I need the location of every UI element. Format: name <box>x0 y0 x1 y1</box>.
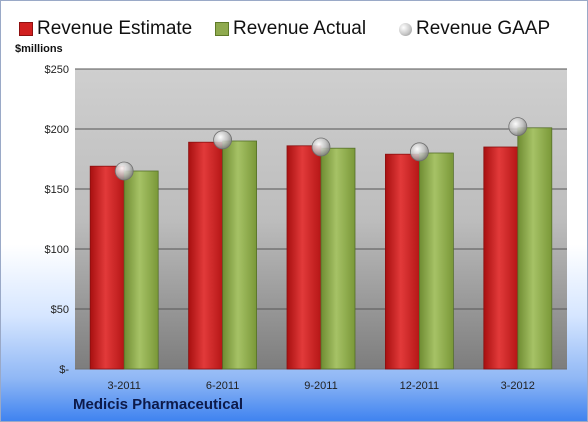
bar-revenue-actual-9-2011 <box>320 147 356 370</box>
y-axis-unit: $millions <box>15 43 63 55</box>
x-tick-label-3-2011: 3-2011 <box>107 380 140 392</box>
y-tick-label-200: $200 <box>45 124 69 136</box>
y-tick-label-250: $250 <box>45 64 69 76</box>
marker-revenue-gaap-6-2011 <box>213 130 233 150</box>
legend: Revenue Estimate Revenue Actual Revenue … <box>1 15 587 43</box>
legend-label-revenue-actual: Revenue Actual <box>233 18 367 39</box>
bar-revenue-estimate-3-2012 <box>483 146 519 370</box>
y-tick-label-0: $- <box>59 364 69 376</box>
chart-plot: $- $50 $100 $150 $200 $250 3-2011 6-2011 9-2011… <box>45 64 567 392</box>
legend-item-revenue-estimate: Revenue Estimate <box>19 15 192 43</box>
bar-revenue-actual-6-2011 <box>222 140 258 370</box>
legend-item-revenue-actual: Revenue Actual <box>215 15 366 43</box>
bar-revenue-actual-3-2012 <box>517 127 553 370</box>
marker-revenue-gaap-3-2011 <box>114 161 134 181</box>
legend-swatch-revenue-actual <box>215 22 229 36</box>
y-tick-label-150: $150 <box>45 184 69 196</box>
x-tick-label-12-2011: 12-2011 <box>400 380 440 392</box>
x-tick-label-3-2012: 3-2012 <box>501 380 535 392</box>
company-name: Medicis Pharmaceutical <box>73 396 244 413</box>
legend-swatch-revenue-estimate <box>19 22 33 36</box>
legend-marker-revenue-gaap <box>399 22 412 36</box>
bar-revenue-estimate-6-2011 <box>188 141 224 370</box>
bar-revenue-actual-3-2011 <box>123 170 159 370</box>
bar-revenue-estimate-9-2011 <box>286 145 322 370</box>
legend-label-revenue-estimate: Revenue Estimate <box>37 18 193 39</box>
y-tick-label-100: $100 <box>45 244 69 256</box>
x-tick-label-6-2011: 6-2011 <box>206 380 239 392</box>
bar-revenue-estimate-12-2011 <box>384 153 420 370</box>
legend-item-revenue-gaap: Revenue GAAP <box>399 15 550 43</box>
x-tick-label-9-2011: 9-2011 <box>304 380 337 392</box>
marker-revenue-gaap-3-2012 <box>508 117 528 136</box>
bar-revenue-actual-12-2011 <box>418 152 454 370</box>
marker-revenue-gaap-9-2011 <box>311 137 331 157</box>
y-tick-label-50: $50 <box>51 304 69 316</box>
legend-label-revenue-gaap: Revenue GAAP <box>416 18 551 39</box>
marker-revenue-gaap-12-2011 <box>409 142 429 162</box>
bar-revenue-estimate-3-2011 <box>89 165 125 370</box>
